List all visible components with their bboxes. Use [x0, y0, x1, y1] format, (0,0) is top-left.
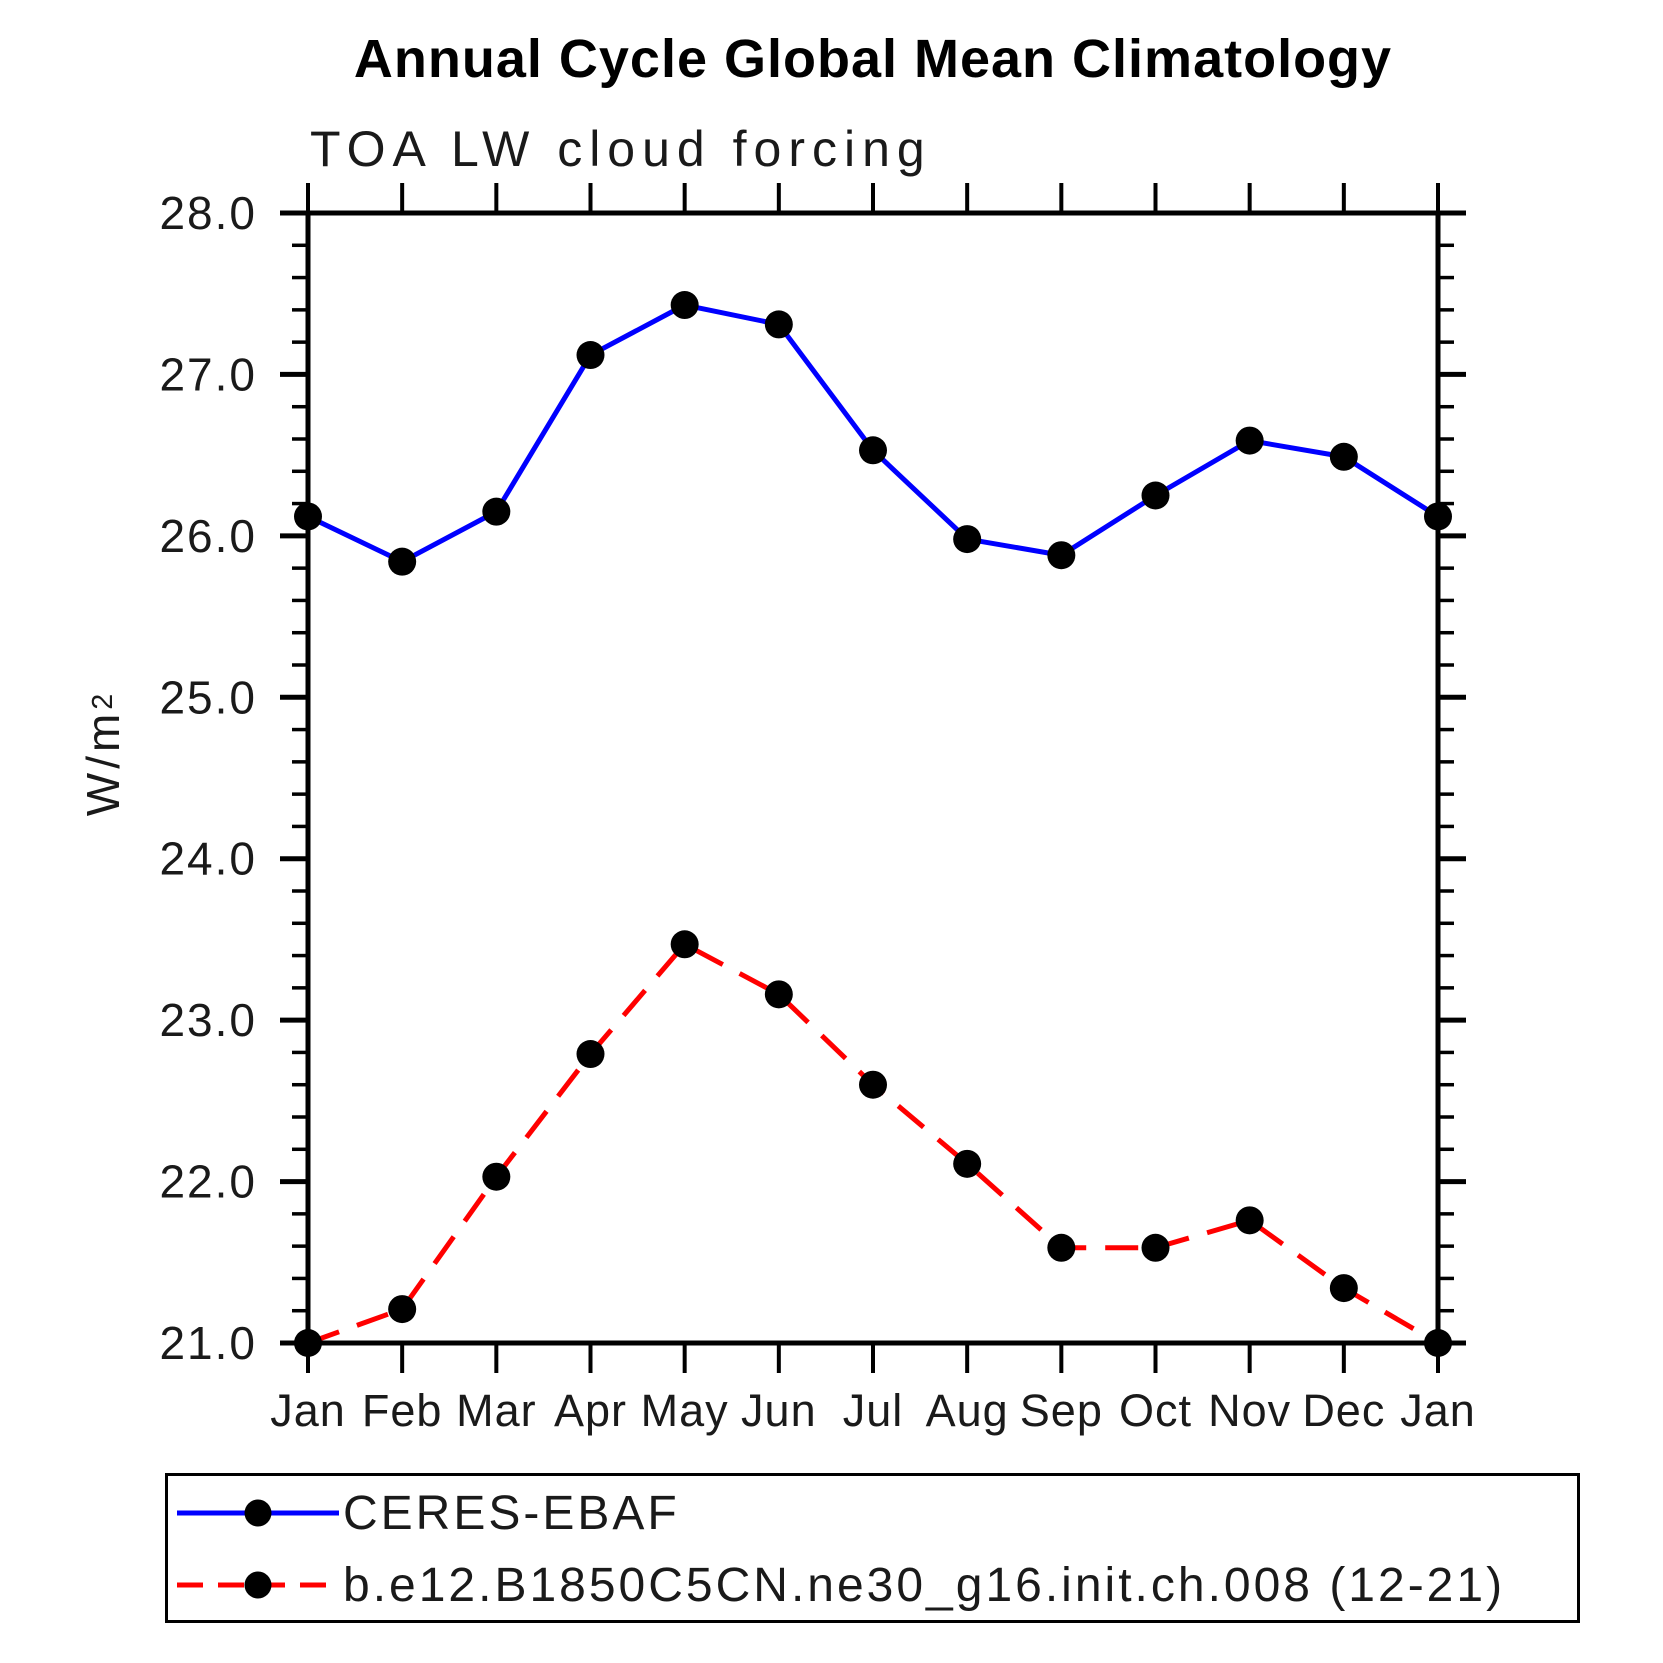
x-tick-label: Feb — [362, 1385, 443, 1436]
x-tick-label: Nov — [1208, 1385, 1291, 1436]
data-point — [953, 1149, 982, 1178]
x-tick-label: Jun — [741, 1385, 817, 1436]
chart-subtitle: TOA LW cloud forcing — [310, 121, 932, 177]
y-tick-label: 26.0 — [159, 510, 257, 562]
x-tick-label: Jan — [270, 1385, 346, 1436]
data-point — [388, 547, 417, 576]
x-tick-label: Apr — [554, 1385, 627, 1436]
chart-title: Annual Cycle Global Mean Climatology — [353, 29, 1393, 89]
y-tick-label: 22.0 — [159, 1156, 257, 1208]
x-tick-label: Jan — [1400, 1385, 1476, 1436]
data-point — [1329, 442, 1358, 471]
x-tick-label: Sep — [1020, 1385, 1103, 1436]
data-point — [1235, 426, 1264, 455]
y-tick-label: 25.0 — [159, 671, 257, 723]
data-point — [1141, 1233, 1170, 1262]
series-line-ceres-ebaf — [306, 302, 1440, 565]
legend-marker-dot-icon — [244, 1571, 272, 1599]
x-tick-label: Oct — [1119, 1385, 1192, 1436]
data-point — [859, 436, 887, 465]
series-line-model — [307, 941, 1440, 1346]
data-point — [764, 980, 793, 1009]
data-point — [859, 1070, 887, 1099]
data-point — [670, 291, 699, 320]
data-point — [1047, 1233, 1076, 1262]
data-point — [482, 497, 511, 526]
data-point — [1424, 1329, 1452, 1357]
y-tick-label: 28.0 — [159, 187, 257, 239]
data-point — [388, 1295, 417, 1324]
x-tick-label: Aug — [926, 1385, 1009, 1436]
plot-frame — [305, 210, 1441, 1346]
data-point — [294, 502, 322, 531]
y-tick-label: 27.0 — [159, 348, 257, 400]
legend-item-ceres: CERES-EBAF — [173, 1477, 680, 1549]
legend-line-sample-dashed — [177, 1571, 339, 1599]
data-point — [953, 525, 982, 554]
legend-marker-dot-icon — [244, 1499, 272, 1527]
data-point — [576, 341, 605, 370]
data-point — [1424, 502, 1452, 531]
legend-label: b.e12.B1850C5CN.ne30_g16.init.ch.008 (12… — [343, 1558, 1506, 1612]
data-point — [764, 310, 793, 339]
legend: CERES-EBAF b.e12.B1850C5CN.ne30_g16.init… — [165, 1473, 1580, 1623]
data-point — [670, 930, 699, 959]
data-point — [1141, 481, 1170, 510]
y-tick-label: 23.0 — [159, 994, 257, 1046]
data-point — [1329, 1274, 1358, 1303]
data-point — [576, 1040, 605, 1069]
x-tick-label: Jul — [843, 1385, 904, 1436]
legend-item-model: b.e12.B1850C5CN.ne30_g16.init.ch.008 (12… — [173, 1549, 1505, 1621]
y-tick-label: 24.0 — [159, 833, 257, 885]
data-point — [1047, 541, 1076, 570]
x-tick-label: May — [641, 1385, 729, 1436]
data-point — [1235, 1206, 1264, 1235]
x-tick-label: Dec — [1302, 1385, 1385, 1436]
x-tick-label: Mar — [456, 1385, 537, 1436]
legend-line-sample-solid — [177, 1499, 339, 1527]
y-tick-label: 21.0 — [159, 1317, 257, 1369]
data-point — [482, 1162, 511, 1191]
legend-label: CERES-EBAF — [343, 1486, 680, 1540]
data-point — [294, 1329, 322, 1357]
